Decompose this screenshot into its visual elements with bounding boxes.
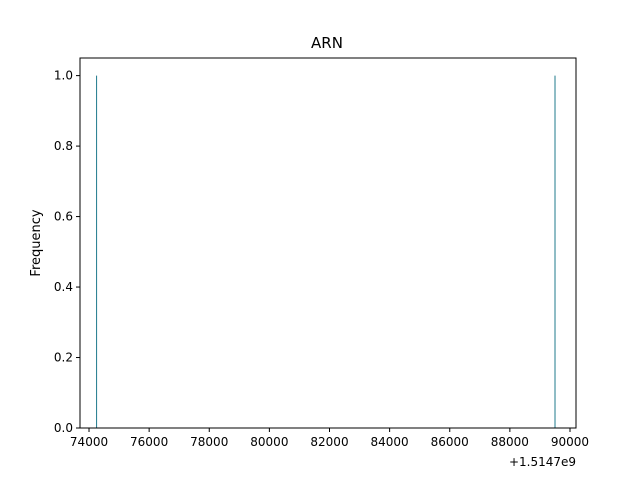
x-tick-label: 90000 xyxy=(551,435,589,449)
y-axis-label: Frequency xyxy=(29,209,44,276)
x-tick-label: 76000 xyxy=(130,435,168,449)
x-tick-label: 82000 xyxy=(310,435,348,449)
x-tick-label: 86000 xyxy=(431,435,469,449)
x-tick-label: 84000 xyxy=(371,435,409,449)
y-tick-label: 1.0 xyxy=(54,69,73,83)
y-tick-label: 0.2 xyxy=(54,351,73,365)
plot-frame xyxy=(79,57,577,429)
x-tick-label: 88000 xyxy=(491,435,529,449)
x-tick-label: 80000 xyxy=(250,435,288,449)
y-tick-label: 0.4 xyxy=(54,280,73,294)
x-axis-ticks: 74000 76000 78000 80000 82000 84000 86000 88000… xyxy=(70,428,589,449)
bars-group xyxy=(96,75,556,428)
x-tick-label: 78000 xyxy=(190,435,228,449)
y-axis-ticks: 0.0 0.2 0.4 0.6 0.8 1.0 xyxy=(54,69,80,435)
x-tick-label: 74000 xyxy=(70,435,108,449)
y-tick-label: 0.6 xyxy=(54,210,73,224)
y-tick-label: 0.8 xyxy=(54,139,73,153)
bar-0 xyxy=(96,75,98,428)
chart-title: ARN xyxy=(311,34,343,52)
y-tick-label: 0.0 xyxy=(54,421,73,435)
bar-1 xyxy=(554,75,556,428)
x-axis-offset-label: +1.5147e9 xyxy=(509,455,576,469)
